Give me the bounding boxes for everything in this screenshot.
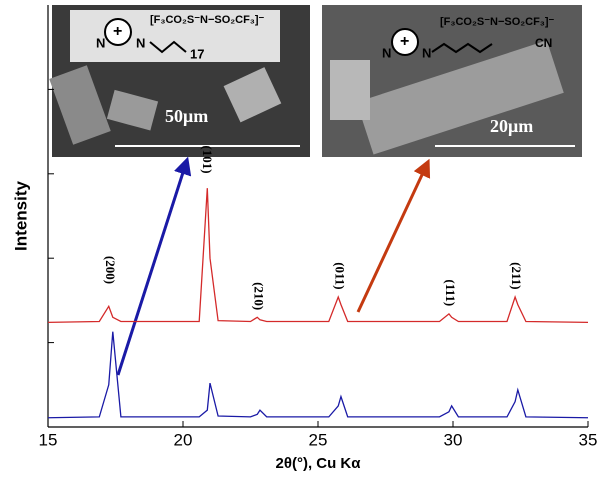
x-axis-title: 2θ(°), Cu Kα <box>276 455 362 472</box>
peak-label: (200) <box>103 256 118 284</box>
structure-text: [F₃CO₂S⁻N−SO₂CF₃]⁻ <box>150 14 265 26</box>
scale-label: 50μm <box>165 106 208 126</box>
x-tick-label: 15 <box>39 430 58 449</box>
structure-text: CN <box>535 36 552 50</box>
peak-label: (211) <box>509 262 524 289</box>
peak-label: (101) <box>200 145 215 173</box>
peak-label: (210) <box>251 282 266 310</box>
crystal <box>330 60 370 120</box>
structure-text: + <box>400 33 409 50</box>
peak-label: (111) <box>443 279 458 306</box>
x-tick-label: 35 <box>579 430 597 449</box>
structure-text: [F₃CO₂S⁻N−SO₂CF₃]⁻ <box>440 16 555 28</box>
arrow <box>118 160 187 375</box>
series-line <box>48 188 588 322</box>
chart: N + N [F₃CO₂S⁻N−SO₂CF₃]⁻ 17 50μm N + N [… <box>0 0 597 478</box>
x-tick-label: 30 <box>444 430 463 449</box>
y-axis-title: Intensity <box>11 181 30 251</box>
peak-label: (011) <box>332 262 347 289</box>
structure-text: 17 <box>190 46 204 61</box>
structure-text: N <box>382 45 391 60</box>
x-tick-label: 25 <box>309 430 328 449</box>
structure-text: + <box>113 23 122 40</box>
structure-text: N <box>422 45 431 60</box>
arrow <box>358 162 428 312</box>
inset-1: N + N [F₃CO₂S⁻N−SO₂CF₃]⁻ 17 50μm <box>49 5 310 157</box>
x-tick-label: 20 <box>174 430 193 449</box>
inset-2: N + N [F₃CO₂S⁻N−SO₂CF₃]⁻ CN 20μm <box>322 5 582 157</box>
scale-label: 20μm <box>490 116 533 136</box>
structure-text: N <box>136 35 145 50</box>
structure-text: N <box>96 35 105 50</box>
